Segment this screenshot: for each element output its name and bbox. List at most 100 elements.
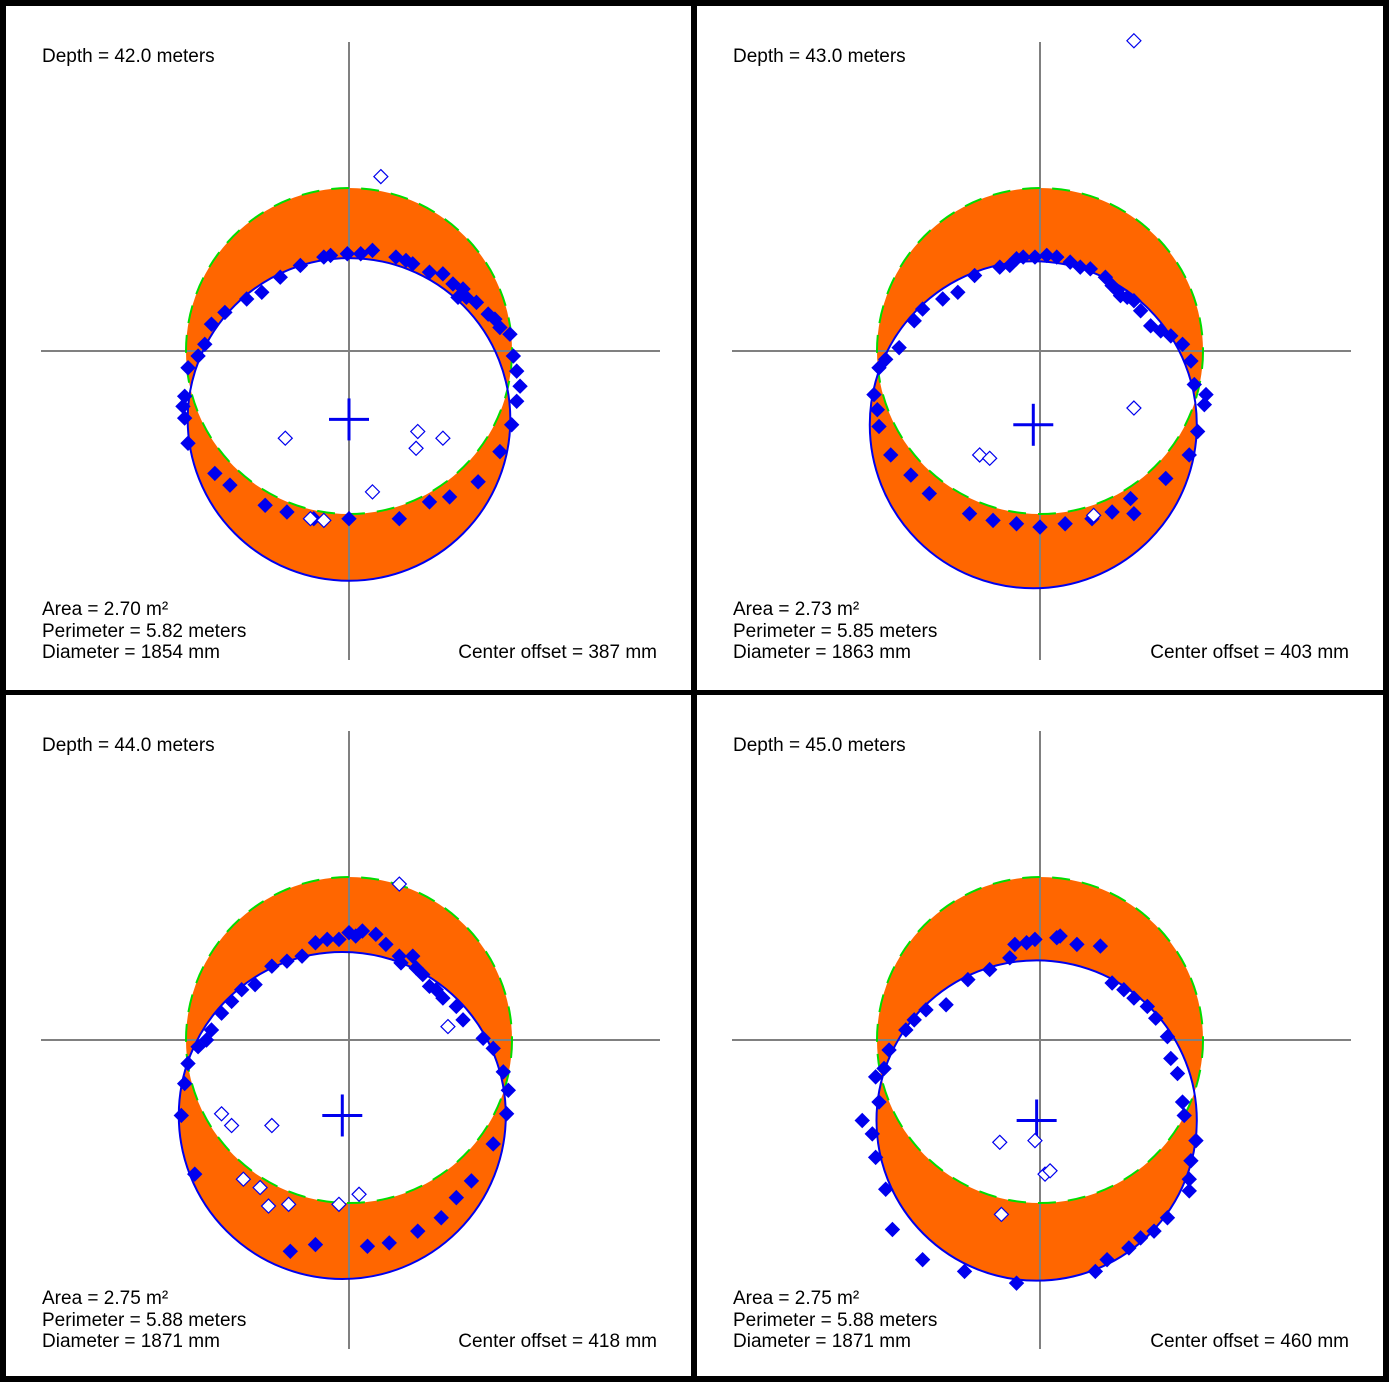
measured-point bbox=[508, 393, 525, 410]
measured-point bbox=[176, 410, 193, 426]
measured-point bbox=[985, 512, 1001, 529]
center-offset-label: Center offset = 387 mm bbox=[458, 642, 657, 663]
cross-section-plot bbox=[41, 42, 660, 660]
diameter-label: Diameter = 1854 mm bbox=[42, 642, 220, 663]
measured-point bbox=[1188, 1132, 1204, 1149]
measured-point bbox=[1163, 1050, 1179, 1067]
perimeter-label: Perimeter = 5.82 meters bbox=[42, 621, 247, 642]
depth-label: Depth = 45.0 meters bbox=[733, 735, 906, 756]
measured-point bbox=[961, 505, 978, 522]
measured-point bbox=[198, 1032, 215, 1048]
measured-point bbox=[388, 249, 404, 265]
measured-point bbox=[307, 935, 324, 951]
measured-point bbox=[950, 284, 966, 301]
measured-point bbox=[463, 1173, 480, 1189]
diameter-label: Diameter = 1863 mm bbox=[733, 642, 911, 663]
outlier-point bbox=[1126, 32, 1142, 49]
measured-point bbox=[470, 474, 486, 490]
measured-point bbox=[492, 319, 508, 336]
measured-point bbox=[867, 1069, 884, 1085]
measured-point bbox=[223, 993, 240, 1010]
measured-point bbox=[1052, 928, 1068, 944]
measured-point bbox=[1104, 277, 1120, 294]
design-circle bbox=[184, 875, 514, 1205]
measured-point bbox=[1126, 505, 1142, 522]
area-label: Area = 2.70 m² bbox=[42, 599, 169, 620]
measured-point bbox=[1015, 249, 1031, 265]
measured-point bbox=[500, 1082, 517, 1099]
measured-point bbox=[207, 465, 223, 482]
measured-point bbox=[180, 1055, 196, 1072]
measured-point bbox=[190, 348, 206, 364]
outlier-point bbox=[213, 1105, 230, 1122]
measured-point bbox=[1116, 981, 1132, 998]
measured-point bbox=[1092, 938, 1109, 954]
measured-point bbox=[871, 360, 887, 376]
measured-point bbox=[1027, 249, 1043, 265]
measured-point bbox=[1027, 931, 1043, 948]
outlier-point bbox=[315, 512, 332, 529]
measured-point bbox=[1104, 975, 1120, 991]
measured-point bbox=[254, 284, 270, 301]
measured-point bbox=[1153, 323, 1169, 339]
cross-section-plot bbox=[41, 731, 660, 1349]
measured-point bbox=[914, 1251, 931, 1268]
measured-point bbox=[468, 294, 485, 311]
measured-point bbox=[294, 948, 310, 964]
frame-horizontal-divider bbox=[0, 690, 1389, 695]
measured-point bbox=[428, 981, 444, 998]
measured-point bbox=[1146, 1223, 1162, 1239]
measured-point bbox=[854, 1112, 870, 1129]
depth-label: Depth = 42.0 meters bbox=[42, 46, 215, 67]
measured-point bbox=[508, 363, 525, 379]
outlier-point bbox=[991, 1134, 1008, 1151]
measured-point bbox=[322, 247, 339, 264]
measured-point bbox=[381, 1235, 397, 1251]
measured-point bbox=[938, 997, 954, 1013]
measured-point bbox=[180, 360, 196, 376]
measured-point bbox=[503, 417, 520, 433]
measured-point bbox=[1181, 1183, 1197, 1199]
measured-point bbox=[1104, 504, 1120, 520]
measured-point bbox=[331, 931, 347, 948]
measured-point bbox=[512, 378, 528, 394]
measured-point bbox=[1069, 936, 1085, 953]
measured-point bbox=[354, 923, 371, 939]
measured-point bbox=[1062, 254, 1078, 270]
measured-point bbox=[1189, 423, 1206, 440]
measured-point bbox=[1072, 259, 1088, 275]
measured-point bbox=[1007, 936, 1023, 953]
area-label: Area = 2.73 m² bbox=[733, 599, 860, 620]
center-offset-label: Center offset = 418 mm bbox=[458, 1331, 657, 1352]
outlier-point bbox=[235, 1171, 252, 1188]
measured-point bbox=[485, 1136, 501, 1152]
measured-point bbox=[176, 1075, 193, 1092]
measured-point bbox=[435, 990, 451, 1006]
measured-point bbox=[190, 1039, 206, 1055]
measured-point bbox=[197, 336, 213, 352]
measured-point bbox=[981, 961, 998, 978]
measured-point bbox=[445, 276, 461, 292]
measured-point bbox=[359, 1238, 376, 1254]
measured-point bbox=[876, 1060, 892, 1077]
outlier-point bbox=[435, 430, 451, 447]
measured-point bbox=[1097, 269, 1114, 285]
measured-point bbox=[1132, 1230, 1149, 1246]
measured-point bbox=[1002, 950, 1018, 966]
measured-point bbox=[1142, 318, 1159, 334]
outlier-point bbox=[993, 1206, 1010, 1223]
outlier-point bbox=[280, 1196, 297, 1213]
measured-point bbox=[1181, 447, 1197, 463]
measured-point bbox=[1057, 516, 1073, 532]
area-label: Area = 2.75 m² bbox=[733, 1288, 860, 1309]
measured-point bbox=[1087, 1263, 1104, 1280]
measured-point bbox=[279, 953, 295, 969]
measured-point bbox=[903, 467, 919, 483]
fitted-circle bbox=[875, 959, 1198, 1282]
outlier-point bbox=[440, 1018, 456, 1035]
depth-panel-44: Depth = 44.0 meters Area = 2.75 m² Perim… bbox=[6, 695, 691, 1376]
outlier-point bbox=[364, 484, 381, 500]
outlier-point bbox=[260, 1198, 277, 1214]
measured-point bbox=[884, 1221, 901, 1238]
measured-point bbox=[441, 489, 458, 505]
